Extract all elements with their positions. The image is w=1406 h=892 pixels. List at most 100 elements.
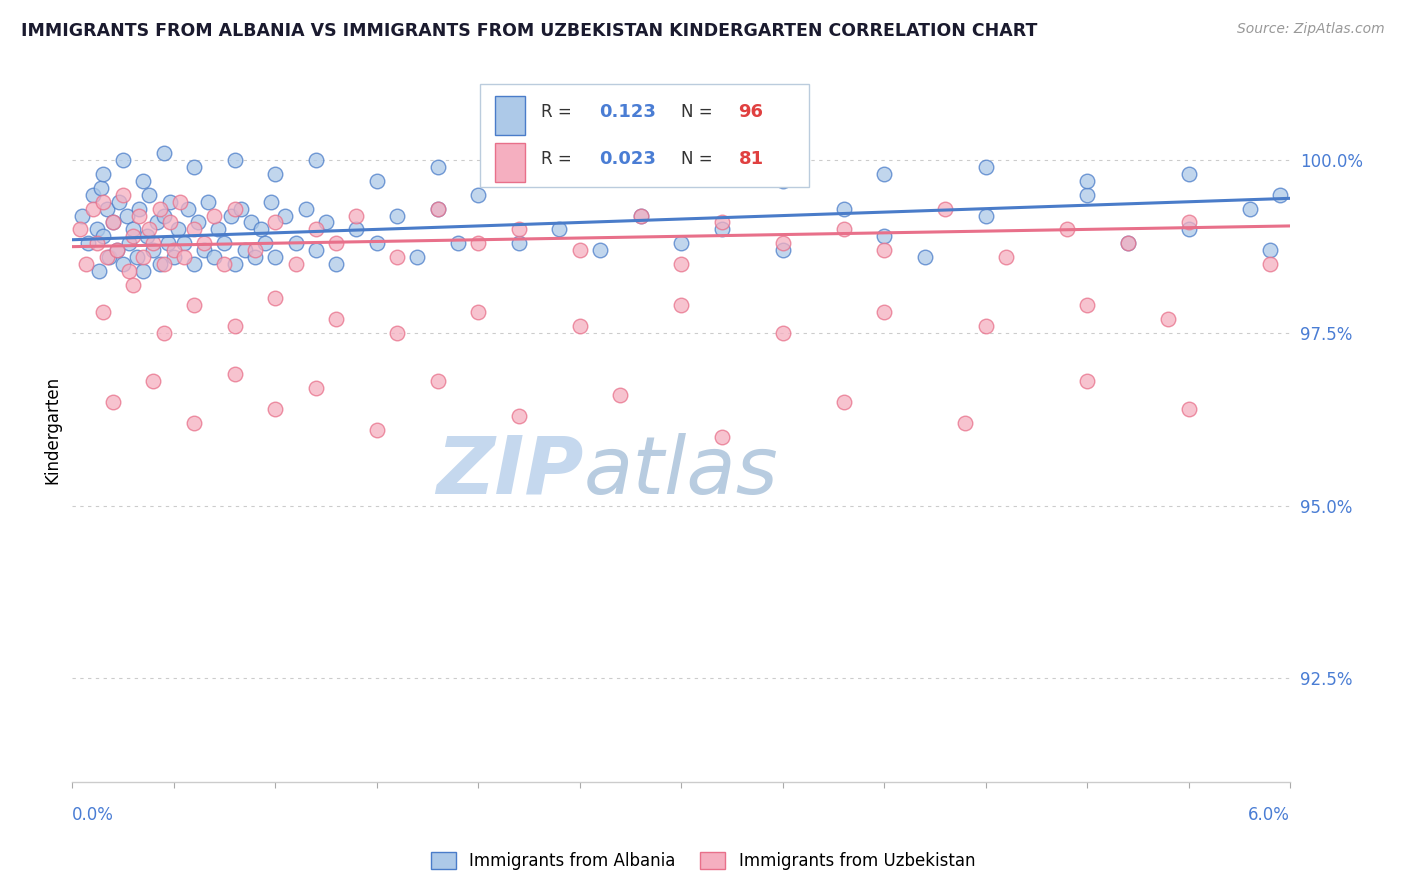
Point	[118, 264, 141, 278]
Point	[69, 222, 91, 236]
Point	[315, 215, 337, 229]
Point	[832, 222, 855, 236]
Point	[467, 187, 489, 202]
Point	[202, 250, 225, 264]
Point	[254, 236, 277, 251]
Point	[118, 236, 141, 251]
Point	[344, 209, 367, 223]
Point	[366, 236, 388, 251]
Point	[385, 326, 408, 340]
Point	[91, 229, 114, 244]
Point	[1116, 236, 1139, 251]
Point	[406, 250, 429, 264]
Text: 6.0%: 6.0%	[1249, 806, 1291, 824]
Point	[366, 174, 388, 188]
Text: 81: 81	[738, 150, 763, 168]
Point	[548, 222, 571, 236]
Text: 0.123: 0.123	[599, 103, 657, 120]
Point	[156, 236, 179, 251]
Point	[426, 202, 449, 216]
Point	[426, 160, 449, 174]
Point	[166, 222, 188, 236]
Point	[101, 215, 124, 229]
Text: IMMIGRANTS FROM ALBANIA VS IMMIGRANTS FROM UZBEKISTAN KINDERGARTEN CORRELATION C: IMMIGRANTS FROM ALBANIA VS IMMIGRANTS FR…	[21, 22, 1038, 40]
Point	[207, 222, 229, 236]
Point	[96, 202, 118, 216]
Point	[250, 222, 273, 236]
Point	[132, 264, 155, 278]
Point	[1268, 187, 1291, 202]
Point	[974, 209, 997, 223]
Point	[568, 153, 591, 168]
Point	[193, 236, 215, 251]
Point	[974, 319, 997, 334]
Point	[148, 257, 170, 271]
Point	[132, 250, 155, 264]
Bar	[481, 85, 808, 186]
Point	[96, 250, 118, 264]
Point	[243, 250, 266, 264]
Point	[214, 257, 236, 271]
Point	[197, 194, 219, 209]
Point	[1076, 374, 1098, 388]
Point	[669, 236, 692, 251]
Text: Source: ZipAtlas.com: Source: ZipAtlas.com	[1237, 22, 1385, 37]
Bar	[495, 143, 526, 182]
Point	[115, 209, 138, 223]
Point	[159, 215, 181, 229]
Point	[264, 215, 287, 229]
Point	[173, 250, 195, 264]
Point	[260, 194, 283, 209]
Point	[105, 243, 128, 257]
Point	[508, 236, 530, 251]
Point	[305, 153, 328, 168]
Point	[111, 187, 134, 202]
Point	[274, 209, 297, 223]
Text: R =: R =	[541, 150, 572, 168]
Y-axis label: Kindergarten: Kindergarten	[44, 376, 60, 483]
Point	[669, 160, 692, 174]
Point	[669, 257, 692, 271]
Point	[128, 209, 150, 223]
Point	[914, 250, 936, 264]
Point	[183, 257, 205, 271]
Point	[772, 243, 794, 257]
Point	[366, 423, 388, 437]
Point	[832, 395, 855, 409]
Point	[1258, 257, 1281, 271]
Point	[1157, 312, 1180, 326]
Point	[1258, 243, 1281, 257]
Point	[1177, 401, 1199, 416]
Text: atlas: atlas	[583, 433, 779, 511]
Point	[264, 292, 287, 306]
Point	[152, 326, 174, 340]
Point	[77, 236, 100, 251]
Point	[91, 167, 114, 181]
Point	[1076, 298, 1098, 312]
Point	[224, 368, 246, 382]
Point	[142, 236, 165, 251]
Point	[294, 202, 316, 216]
Point	[284, 236, 307, 251]
Text: R =: R =	[541, 103, 572, 120]
Point	[128, 202, 150, 216]
Point	[832, 202, 855, 216]
Point	[873, 243, 896, 257]
Point	[138, 187, 160, 202]
Point	[101, 215, 124, 229]
Text: 0.023: 0.023	[599, 150, 657, 168]
Text: N =: N =	[681, 150, 713, 168]
Point	[146, 215, 169, 229]
Point	[630, 209, 652, 223]
Point	[214, 236, 236, 251]
Point	[568, 243, 591, 257]
Point	[122, 222, 145, 236]
Point	[173, 236, 195, 251]
Point	[127, 250, 149, 264]
Point	[183, 160, 205, 174]
Point	[91, 305, 114, 319]
Point	[974, 160, 997, 174]
Point	[934, 202, 956, 216]
Text: ZIP: ZIP	[436, 433, 583, 511]
Point	[108, 194, 131, 209]
